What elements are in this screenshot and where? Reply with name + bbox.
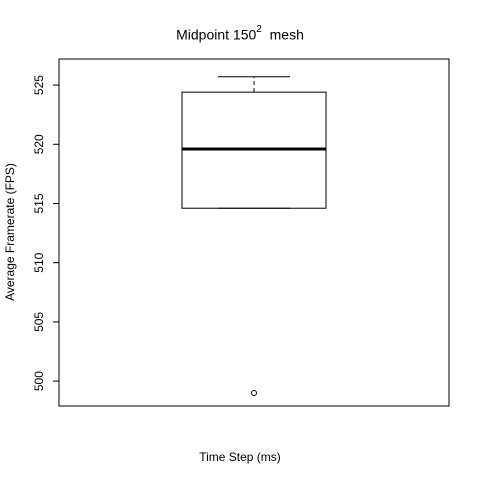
chart-title-suffix: mesh bbox=[261, 26, 304, 43]
y-tick-label: 525 bbox=[32, 75, 46, 95]
chart-title-text: Midpoint 150 bbox=[176, 26, 257, 43]
chart-title-superscript: 2 bbox=[256, 24, 262, 35]
chart-title: Midpoint 1502 mesh bbox=[0, 22, 480, 45]
y-tick-label: 515 bbox=[32, 193, 46, 213]
y-tick-label: 505 bbox=[32, 312, 46, 332]
x-axis-label: Time Step (ms) bbox=[199, 450, 281, 464]
y-tick-label: 520 bbox=[32, 134, 46, 154]
y-tick-label: 510 bbox=[32, 252, 46, 272]
outlier-point bbox=[251, 389, 257, 396]
plot-frame bbox=[58, 58, 450, 407]
y-axis-label-text: Average Framerate (FPS) bbox=[3, 163, 17, 301]
y-tick-label: 500 bbox=[32, 371, 46, 391]
